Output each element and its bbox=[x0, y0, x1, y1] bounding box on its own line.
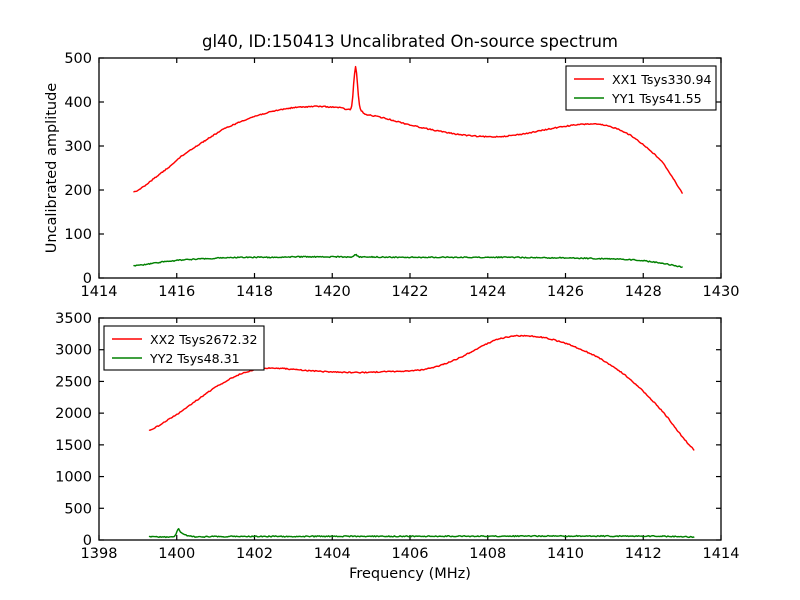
series-xx2 bbox=[148, 334, 695, 451]
top-legend-box bbox=[565, 65, 717, 111]
xtick-label: 1426 bbox=[547, 284, 584, 300]
top-panel-ylabel: Uncalibrated amplitude bbox=[44, 83, 60, 254]
top-panel-xticks: 1414 1416 1418 1420 1422 1424 1426 1428 1430 bbox=[81, 58, 740, 300]
bottom-panel: Frequency (MHz) 1398 1400 1402 1404 1406 1408… bbox=[55, 311, 739, 582]
ytick-label: 2000 bbox=[55, 406, 92, 422]
xtick-label: 1422 bbox=[392, 284, 429, 300]
xtick-label: 1414 bbox=[81, 284, 118, 300]
xtick-label: 1400 bbox=[158, 546, 195, 562]
legend-label-xx2: XX2 Tsys2672.32 bbox=[150, 332, 258, 347]
top-panel-yticks: 0 100 200 300 400 500 bbox=[64, 51, 721, 287]
bottom-panel-xlabel: Frequency (MHz) bbox=[349, 566, 471, 582]
bottom-panel-legend: XX2 Tsys2672.32 YY2 Tsys48.31 bbox=[103, 325, 265, 371]
top-panel: Uncalibrated amplitude 1414 1416 1418 1420 1… bbox=[44, 51, 739, 300]
series-xx1 bbox=[133, 65, 683, 194]
ytick-label: 2500 bbox=[55, 374, 92, 390]
xtick-label: 1416 bbox=[158, 284, 195, 300]
bottom-panel-yticks: 0 500 1000 1500 2000 2500 3000 3500 bbox=[55, 311, 721, 549]
ytick-label: 0 bbox=[83, 271, 92, 287]
xtick-label: 1418 bbox=[236, 284, 273, 300]
xtick-label: 1404 bbox=[314, 546, 351, 562]
legend-label-yy1: YY1 Tsys41.55 bbox=[611, 91, 702, 106]
xtick-label: 1420 bbox=[314, 284, 351, 300]
bottom-panel-xticks: 1398 1400 1402 1404 1406 1408 1410 1412 1414 bbox=[81, 318, 740, 562]
ytick-label: 200 bbox=[64, 183, 92, 199]
ytick-label: 500 bbox=[64, 501, 92, 517]
legend-label-xx1: XX1 Tsys330.94 bbox=[612, 72, 712, 87]
xtick-label: 1410 bbox=[547, 546, 584, 562]
top-panel-series bbox=[133, 65, 683, 268]
ytick-label: 0 bbox=[83, 533, 92, 549]
ytick-label: 3500 bbox=[55, 311, 92, 327]
bottom-legend-box bbox=[103, 325, 265, 371]
ytick-label: 1500 bbox=[55, 438, 92, 454]
ytick-label: 400 bbox=[64, 95, 92, 111]
xtick-label: 1398 bbox=[81, 546, 118, 562]
xtick-label: 1406 bbox=[392, 546, 429, 562]
xtick-label: 1402 bbox=[236, 546, 273, 562]
ytick-label: 500 bbox=[64, 51, 92, 67]
ytick-label: 1000 bbox=[55, 470, 92, 486]
xtick-label: 1408 bbox=[469, 546, 506, 562]
legend-label-yy2: YY2 Tsys48.31 bbox=[149, 351, 240, 366]
bottom-panel-series bbox=[148, 334, 695, 539]
xtick-label: 1430 bbox=[703, 284, 740, 300]
xtick-label: 1428 bbox=[625, 284, 662, 300]
series-yy1 bbox=[133, 253, 683, 268]
xtick-label: 1424 bbox=[469, 284, 506, 300]
page-title: gl40, ID:150413 Uncalibrated On-source s… bbox=[202, 32, 618, 51]
ytick-label: 3000 bbox=[55, 343, 92, 359]
xtick-label: 1412 bbox=[625, 546, 662, 562]
ytick-label: 100 bbox=[64, 227, 92, 243]
series-yy2 bbox=[148, 527, 695, 539]
top-panel-legend: XX1 Tsys330.94 YY1 Tsys41.55 bbox=[565, 65, 717, 111]
xtick-label: 1414 bbox=[703, 546, 740, 562]
ytick-label: 300 bbox=[64, 139, 92, 155]
